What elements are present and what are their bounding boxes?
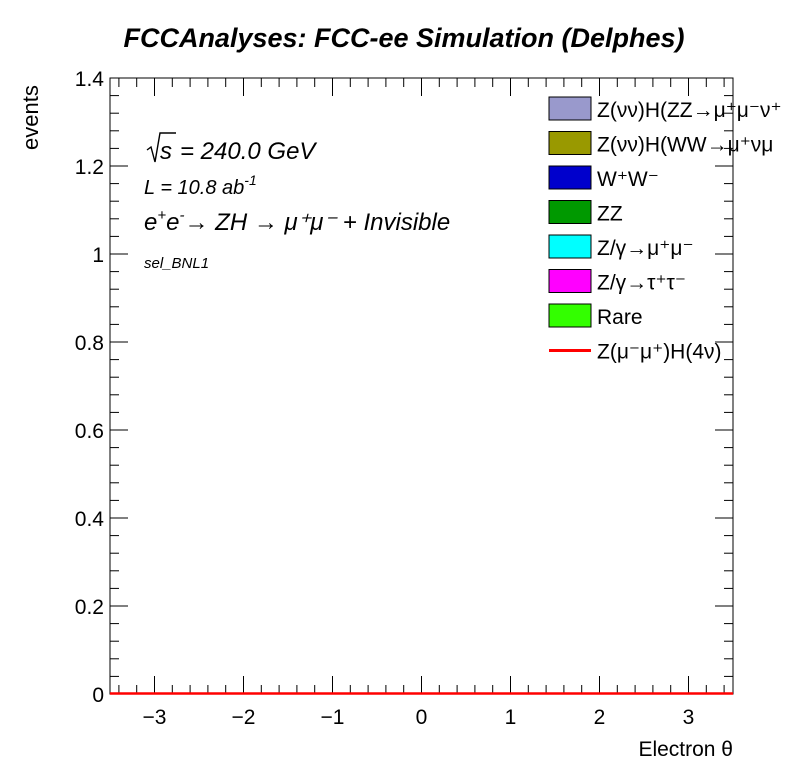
legend-swatch [548, 131, 592, 155]
process-text: → ZH → μ⁺μ⁻ + Invisible [184, 209, 450, 236]
x-tick-label: 1 [505, 706, 517, 729]
y-tick-label: 1.4 [75, 68, 105, 91]
legend-entry-label: W⁺W⁻ [597, 168, 659, 191]
y-tick-label: 0.2 [75, 596, 104, 619]
legend-swatch [548, 269, 592, 293]
lumi-exponent: -1 [244, 172, 256, 188]
y-tick-label: 1.2 [75, 156, 104, 179]
legend-swatch [548, 165, 592, 190]
legend-entry-label: Z(νν)H(ZZ→μ⁺μ⁻ν⁺ [597, 99, 782, 122]
legend-entry-label: Z/γ→μ⁺μ⁻ [597, 237, 694, 260]
axis-ticks [110, 77, 733, 695]
legend-entry-label: Rare [597, 306, 643, 329]
sqrt-s-value: = 240.0 GeV [180, 138, 317, 165]
legend-swatch [548, 200, 592, 224]
x-tick-label: 0 [416, 706, 428, 729]
legend-entry-label: Z/γ→τ⁺τ⁻ [597, 272, 686, 295]
x-axis-label: Electron θ [638, 738, 733, 761]
y-tick-label: 0.6 [75, 420, 104, 443]
legend-swatch [548, 96, 592, 121]
sqrt-icon [146, 132, 176, 163]
legend-entry-label: Z(νν)H(WW→μ⁺νμ [597, 134, 773, 157]
sqrt-s-symbol: s [160, 138, 172, 165]
chart-title: FCCAnalyses: FCC-ee Simulation (Delphes) [123, 23, 684, 53]
x-tick-label: 2 [594, 706, 606, 729]
x-tick-label: −2 [232, 706, 256, 729]
legend-swatch [548, 303, 592, 328]
legend-swatch [548, 234, 592, 259]
legend-entry-label: Z(μ⁻μ⁺)H(4ν) [597, 341, 722, 364]
y-axis-label: events [18, 85, 43, 150]
y-tick-label: 1 [92, 244, 104, 267]
lumi-text: L = 10.8 ab [144, 177, 244, 199]
axis-tick-labels: −3 −2 −1 0 1 2 3 0 0.2 0.4 0.6 0.8 1 1.2 1.4 [75, 68, 695, 729]
legend: Z(νν)H(ZZ→μ⁺μ⁻ν⁺ Z(νν)H(WW→μ⁺νμ W⁺W⁻ ZZ Z/γ→… [548, 96, 782, 364]
annotation-block: s = 240.0 GeV L = 10.8 ab-1 e+e-→ ZH → μ… [144, 132, 450, 272]
legend-entry-label: ZZ [597, 203, 623, 226]
selection-annotation: sel_BNL1 [144, 255, 209, 272]
x-tick-label: 3 [683, 706, 695, 729]
x-tick-label: −3 [143, 706, 167, 729]
y-tick-label: 0.4 [75, 508, 105, 531]
sqrt-s-annotation: s = 240.0 GeV [146, 132, 317, 165]
x-tick-label: −1 [321, 706, 345, 729]
y-tick-label: 0 [92, 684, 104, 707]
process-e-plus: e [144, 209, 157, 236]
lumi-annotation: L = 10.8 ab-1 [144, 172, 257, 199]
process-annotation: e+e-→ ZH → μ⁺μ⁻ + Invisible [144, 207, 450, 236]
y-tick-label: 0.8 [75, 332, 104, 355]
